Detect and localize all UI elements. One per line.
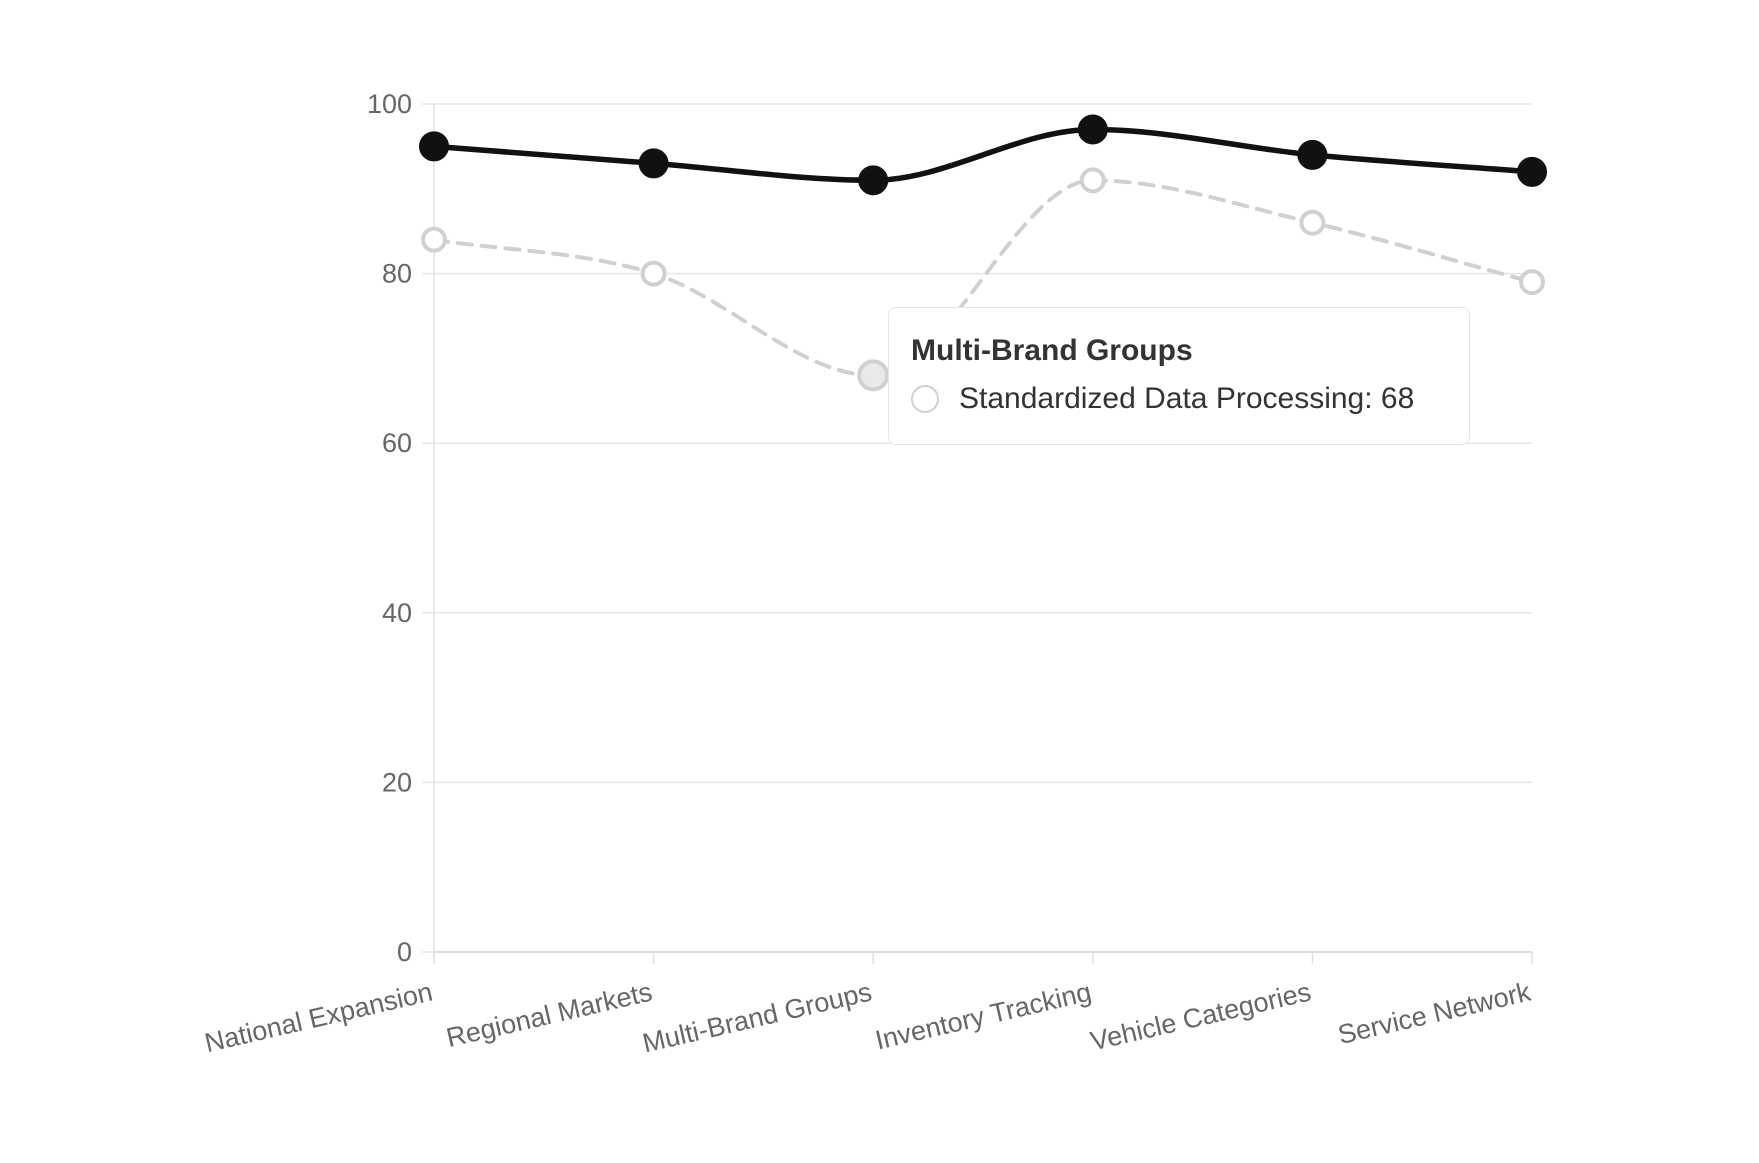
series-line-0: [431, 126, 1535, 184]
series: [419, 114, 1547, 392]
x-tick-label: National Expansion: [202, 977, 435, 1059]
y-tick-label: 40: [382, 598, 412, 628]
y-tick-label: 60: [382, 428, 412, 458]
data-point[interactable]: [1517, 156, 1547, 187]
data-point[interactable]: [857, 359, 890, 392]
data-point[interactable]: [421, 226, 447, 253]
x-axis-ticks: National Expansion Regional MarketsMulti-…: [202, 977, 1534, 1059]
tooltip-label: Standardized Data Processing: 68: [959, 382, 1415, 415]
x-tick-label: Vehicle Categories: [1088, 977, 1314, 1057]
data-point[interactable]: [1079, 167, 1106, 194]
tooltip-row: Standardized Data Processing: 68: [911, 382, 1414, 416]
tooltip: Multi-Brand Groups Standardized Data Pro…: [888, 307, 1470, 445]
x-tick-label: Multi-Brand Groups: [640, 977, 875, 1059]
data-point[interactable]: [640, 260, 667, 287]
tooltip-title: Multi-Brand Groups: [911, 334, 1193, 367]
data-point[interactable]: [1519, 269, 1545, 296]
y-axis-ticks: 0 20 40 60 80 100: [367, 89, 412, 967]
data-point[interactable]: [1297, 139, 1328, 170]
gridlines: [422, 103, 1532, 953]
x-tick-label: Service Network: [1335, 977, 1534, 1051]
y-tick-label: 80: [382, 259, 412, 289]
y-tick-label: 0: [397, 937, 412, 967]
data-point[interactable]: [858, 165, 889, 196]
x-tick-label: Inventory Tracking: [872, 977, 1094, 1056]
data-point[interactable]: [1299, 209, 1326, 236]
tooltip-series-swatch-icon: [911, 385, 939, 413]
y-tick-label: 20: [382, 767, 412, 797]
data-point[interactable]: [638, 148, 669, 179]
data-point[interactable]: [419, 131, 449, 162]
x-tick-label: Regional Markets: [443, 977, 654, 1053]
y-tick-label: 100: [367, 89, 412, 119]
data-point[interactable]: [1077, 114, 1108, 145]
axes: [433, 104, 1533, 964]
